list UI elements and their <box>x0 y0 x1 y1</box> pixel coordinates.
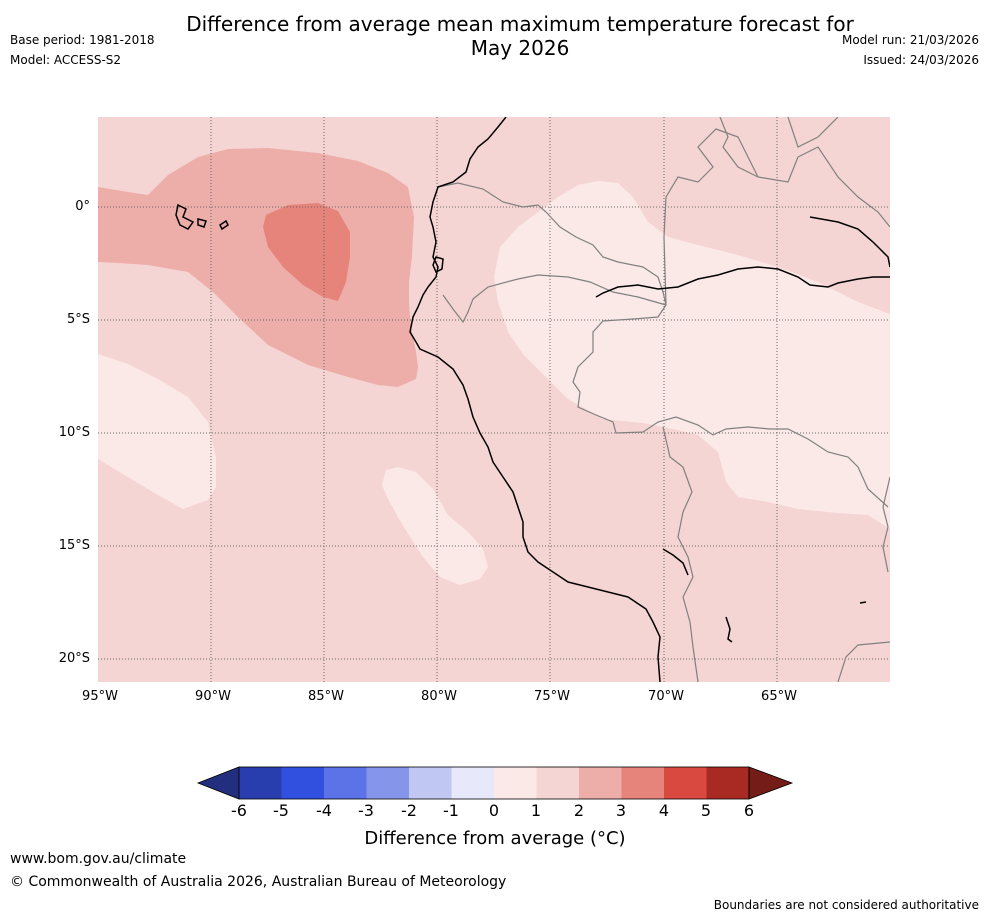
colorbar-segment-3 <box>324 767 367 799</box>
colorbar-tick-0: -6 <box>231 801 247 820</box>
country-borders <box>437 117 890 682</box>
colorbar-tick-2: -4 <box>316 801 332 820</box>
colorbar-tick-12: 6 <box>743 801 755 820</box>
colorbar-segment-0 <box>196 766 240 800</box>
lon-label-75w: 75°W <box>534 689 570 704</box>
title-line-1: Difference from average mean maximum tem… <box>186 12 854 36</box>
model-run: Model run: 21/03/2026 <box>841 33 979 47</box>
colorbar-title: Difference from average (°C) <box>364 828 626 849</box>
colorbar-segment-12 <box>706 767 749 799</box>
meta-right: Model run: 21/03/2026 Issued: 24/03/2026 <box>842 30 979 70</box>
colorbar-segment-5 <box>409 767 452 799</box>
colorbar <box>196 766 794 800</box>
colorbar-segment-1 <box>239 767 282 799</box>
anomaly-band-0-1-west <box>98 354 216 509</box>
forecast-map <box>98 117 890 682</box>
colorbar-segment-9 <box>579 767 622 799</box>
base-period: Base period: 1981-2018 <box>10 33 155 47</box>
lon-label-80w: 80°W <box>421 689 457 704</box>
colorbar-tick-6: 0 <box>488 801 500 820</box>
lat-label-15s: 15°S <box>58 538 90 553</box>
colorbar-segment-4 <box>366 767 409 799</box>
boundary-disclaimer: Boundaries are not considered authoritat… <box>713 898 979 912</box>
colorbar-segment-13 <box>748 766 794 800</box>
lon-label-65w: 65°W <box>761 689 797 704</box>
colorbar-tick-8: 2 <box>573 801 585 820</box>
model-name: Model: ACCESS-S2 <box>10 53 122 67</box>
colorbar-segment-8 <box>536 767 579 799</box>
lon-label-85w: 85°W <box>308 689 344 704</box>
colorbar-tick-4: -2 <box>401 801 417 820</box>
colorbar-segment-2 <box>281 767 324 799</box>
website-link[interactable]: www.bom.gov.au/climate <box>10 851 187 867</box>
issued-date: Issued: 24/03/2026 <box>863 53 979 67</box>
meta-left: Base period: 1981-2018 Model: ACCESS-S2 <box>10 30 155 70</box>
anomaly-band-3-4 <box>263 203 350 301</box>
colorbar-tick-9: 3 <box>615 801 627 820</box>
copyright-notice: © Commonwealth of Australia 2026, Austra… <box>10 874 507 890</box>
lat-label-0: 0° <box>75 199 90 214</box>
lat-label-20s: 20°S <box>58 651 90 666</box>
colorbar-tick-11: 5 <box>700 801 712 820</box>
colorbar-segment-11 <box>664 767 707 799</box>
lat-label-10s: 10°S <box>58 425 90 440</box>
anomaly-band-0-1-offshore <box>382 467 488 585</box>
title-line-2: May 2026 <box>470 36 570 60</box>
lon-label-90w: 90°W <box>195 689 231 704</box>
lon-label-95w: 95°W <box>82 689 118 704</box>
map-title: Difference from average mean maximum tem… <box>120 12 920 60</box>
colorbar-segment-7 <box>494 767 537 799</box>
colorbar-tick-10: 4 <box>658 801 670 820</box>
lat-label-5s: 5°S <box>66 312 90 327</box>
colorbar-tick-5: -1 <box>443 801 459 820</box>
lon-label-70w: 70°W <box>648 689 684 704</box>
colorbar-tick-7: 1 <box>530 801 542 820</box>
coastlines <box>175 117 890 682</box>
graticule <box>98 117 890 682</box>
colorbar-tick-3: -3 <box>358 801 374 820</box>
colorbar-frame <box>238 766 750 800</box>
anomaly-band-0-1-amazon <box>494 181 890 529</box>
colorbar-segment-10 <box>621 767 664 799</box>
colorbar-segment-6 <box>451 767 494 799</box>
colorbar-tick-1: -5 <box>273 801 289 820</box>
